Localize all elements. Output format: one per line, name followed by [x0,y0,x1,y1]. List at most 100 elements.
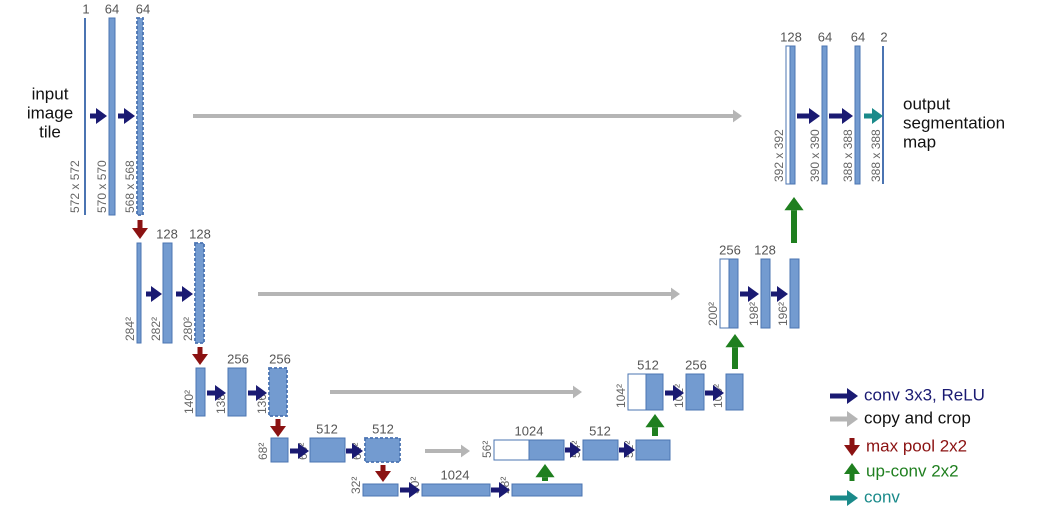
copy-arrow-head [461,444,470,458]
final-conv-arrow-head [872,108,883,124]
upconv-arrow-head [784,197,804,211]
feature-map [789,45,796,185]
size-label: 104² [614,384,628,408]
size-label: 280² [181,317,195,341]
feature-map [195,367,206,417]
pool-arrow-head [192,354,208,365]
channel-label: 256 [685,357,707,372]
conv-arrow-head [748,286,759,302]
feature-map [854,45,861,185]
size-label: 388 x 388 [841,129,855,182]
channel-label: 64 [136,1,150,16]
size-label: 388 x 388 [869,129,883,182]
copied-map [493,439,530,461]
conv-arrow-head [777,286,788,302]
feature-map [108,17,116,216]
size-label: 570 x 570 [95,160,109,213]
feature-map [227,367,247,417]
input-label: input [32,84,69,103]
output-label: output [903,94,951,113]
legend-arrow-head [847,490,858,506]
feature-map [725,373,744,411]
size-label: 200² [706,302,720,326]
copied-map [785,45,791,185]
channel-label: 256 [269,351,291,366]
input-label: tile [39,122,61,141]
channel-label: 128 [780,29,802,44]
size-label: 196² [776,302,790,326]
legend-arrow-head [847,411,858,427]
channel-label: 512 [316,421,338,436]
channel-label: 256 [227,351,249,366]
conv-arrow-head [842,108,853,124]
feature-map [685,373,705,411]
feature-map [645,373,664,411]
copy-arrow-head [671,287,680,301]
channel-label: 128 [189,226,211,241]
channel-label: 64 [851,29,865,44]
feature-map [728,258,739,329]
size-label: 56² [480,441,494,458]
feature-map [582,439,619,461]
pool-arrow-head [270,426,286,437]
size-label: 284² [123,317,137,341]
channel-label: 1024 [515,423,544,438]
upconv-arrow-head [645,414,665,428]
feature-map [821,45,828,185]
feature-map [136,17,144,216]
conv-arrow-head [713,385,724,401]
size-label: 140² [182,390,196,414]
conv-arrow-head [215,385,226,401]
output-label: map [903,132,936,151]
channel-label: 2 [880,29,887,44]
conv-arrow-head [256,385,267,401]
legend-label: conv [864,487,900,506]
size-label: 392 x 392 [772,129,786,182]
legend-label: max pool 2x2 [866,436,967,455]
legend-arrow-head [844,445,860,456]
conv-arrow-head [499,482,510,498]
size-label: 198² [747,302,761,326]
conv-arrow-head [298,443,309,459]
conv-arrow-head [96,108,107,124]
legend-label: copy and crop [864,408,971,427]
feature-map [270,437,289,463]
copied-map [627,373,647,411]
size-label: 572 x 572 [68,160,82,213]
size-label: 68² [256,443,270,460]
channel-label: 64 [818,29,832,44]
feature-map [136,242,142,344]
feature-map [309,437,346,463]
pool-arrow-head [375,471,391,482]
copy-arrow-head [733,109,742,123]
channel-label: 1 [82,1,89,16]
feature-map [421,483,491,497]
conv-arrow-head [624,442,635,458]
feature-map [528,439,565,461]
channel-label: 512 [637,357,659,372]
feature-map [511,483,583,497]
size-label: 568 x 568 [123,160,137,213]
feature-map [268,367,288,417]
channel-label: 1024 [441,467,470,482]
conv-arrow-head [151,286,162,302]
conv-arrow-head [570,442,581,458]
upconv-arrow-head [535,464,555,478]
upconv-arrow-head [725,334,745,348]
feature-map [362,483,399,497]
size-label: 32² [349,477,363,494]
conv-arrow-head [809,108,820,124]
channel-label: 256 [719,242,741,257]
feature-map [162,242,173,344]
input-label: image [27,103,73,122]
copied-map [719,258,730,329]
channel-label: 512 [589,423,611,438]
legend-label: conv 3x3, ReLU [864,385,985,404]
pool-arrow-head [132,228,148,239]
legend-arrow-head [844,463,860,474]
conv-arrow-head [182,286,193,302]
conv-arrow-head [124,108,135,124]
conv-arrow-head [673,385,684,401]
copy-arrow-head [573,385,582,399]
